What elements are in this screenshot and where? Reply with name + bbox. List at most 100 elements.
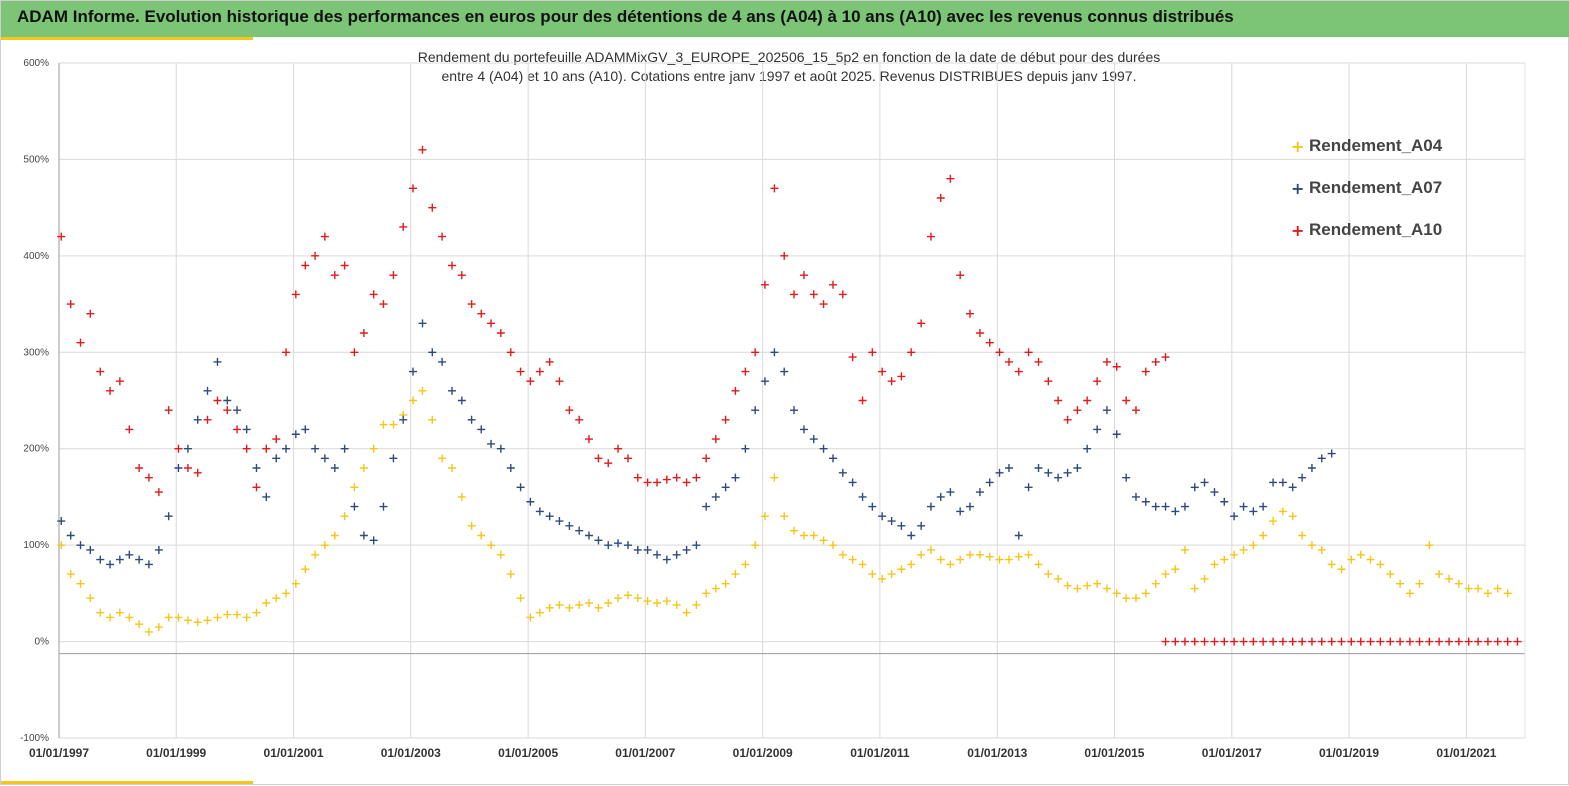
point-rendement_a07 bbox=[1171, 507, 1180, 516]
point-rendement_a10 bbox=[379, 300, 388, 309]
point-rendement_a04 bbox=[1474, 584, 1483, 593]
point-rendement_a10 bbox=[1366, 637, 1375, 646]
point-rendement_a04 bbox=[956, 555, 965, 564]
point-rendement_a07 bbox=[1073, 464, 1082, 472]
point-rendement_a04 bbox=[594, 603, 603, 612]
legend-item-a04: + Rendement_A04 bbox=[1291, 135, 1541, 177]
point-rendement_a04 bbox=[1376, 560, 1385, 569]
point-rendement_a07 bbox=[555, 517, 564, 526]
point-rendement_a07 bbox=[633, 545, 642, 554]
point-rendement_a10 bbox=[555, 377, 564, 386]
legend-label-a10: Rendement_A10 bbox=[1309, 220, 1443, 239]
point-rendement_a04 bbox=[1493, 584, 1502, 593]
point-rendement_a07 bbox=[1249, 507, 1258, 516]
point-rendement_a10 bbox=[985, 338, 994, 347]
point-rendement_a07 bbox=[848, 478, 857, 487]
point-rendement_a04 bbox=[1415, 579, 1424, 588]
point-rendement_a07 bbox=[1190, 483, 1199, 492]
point-rendement_a04 bbox=[633, 594, 642, 603]
header-banner: ADAM Informe. Evolution historique des p… bbox=[1, 1, 1569, 37]
point-rendement_a10 bbox=[760, 280, 769, 289]
point-rendement_a07 bbox=[711, 492, 720, 501]
point-rendement_a07 bbox=[389, 454, 398, 463]
point-rendement_a10 bbox=[1425, 637, 1434, 646]
legend-item-a07: + Rendement_A07 bbox=[1291, 177, 1541, 219]
point-rendement_a04 bbox=[614, 594, 623, 603]
point-rendement_a10 bbox=[96, 367, 105, 376]
point-rendement_a07 bbox=[516, 483, 525, 492]
point-rendement_a04 bbox=[262, 599, 271, 607]
point-rendement_a07 bbox=[1327, 449, 1336, 458]
point-rendement_a04 bbox=[672, 600, 681, 609]
x-tick-label: 01/01/2009 bbox=[733, 746, 793, 760]
point-rendement_a07 bbox=[291, 430, 300, 439]
point-rendement_a10 bbox=[868, 348, 877, 357]
point-rendement_a04 bbox=[1278, 507, 1287, 516]
point-rendement_a04 bbox=[359, 464, 368, 472]
point-rendement_a04 bbox=[829, 541, 838, 550]
point-rendement_a04 bbox=[751, 541, 760, 550]
point-rendement_a04 bbox=[809, 531, 818, 540]
point-rendement_a10 bbox=[623, 454, 632, 463]
point-rendement_a07 bbox=[448, 386, 457, 395]
point-rendement_a10 bbox=[829, 280, 838, 289]
y-axis-tick-labels: 600% 500% 400% 300% 200% 100% 0% -100% bbox=[20, 58, 49, 744]
legend-marker-a04: + bbox=[1291, 137, 1305, 156]
point-rendement_a07 bbox=[467, 415, 476, 424]
point-rendement_a07 bbox=[320, 454, 329, 463]
point-rendement_a10 bbox=[858, 396, 867, 405]
x-tick-label: 01/01/2011 bbox=[850, 746, 910, 760]
point-rendement_a04 bbox=[780, 512, 789, 521]
point-rendement_a10 bbox=[604, 459, 613, 468]
point-rendement_a10 bbox=[1161, 637, 1170, 646]
point-rendement_a10 bbox=[1269, 637, 1278, 646]
x-tick-label: 01/01/2015 bbox=[1084, 746, 1144, 760]
y-tick-label: -100% bbox=[20, 733, 49, 744]
point-rendement_a07 bbox=[858, 492, 867, 501]
point-rendement_a07 bbox=[604, 541, 613, 550]
point-rendement_a04 bbox=[193, 618, 202, 627]
point-rendement_a10 bbox=[369, 290, 378, 299]
point-rendement_a04 bbox=[1122, 594, 1131, 603]
point-rendement_a10 bbox=[751, 348, 760, 357]
point-rendement_a04 bbox=[1034, 560, 1043, 569]
point-rendement_a07 bbox=[1307, 464, 1316, 472]
point-rendement_a07 bbox=[838, 468, 847, 477]
point-rendement_a07 bbox=[86, 545, 95, 554]
point-rendement_a07 bbox=[1210, 488, 1219, 497]
point-rendement_a04 bbox=[203, 616, 212, 625]
point-rendement_a07 bbox=[487, 439, 496, 448]
point-rendement_a07 bbox=[1180, 502, 1189, 511]
point-rendement_a10 bbox=[692, 473, 701, 482]
point-rendement_a10 bbox=[907, 348, 916, 357]
point-rendement_a10 bbox=[1161, 353, 1170, 362]
point-rendement_a07 bbox=[106, 560, 115, 569]
point-rendement_a04 bbox=[1249, 541, 1258, 550]
point-rendement_a04 bbox=[1230, 550, 1239, 559]
point-rendement_a07 bbox=[282, 444, 291, 453]
point-rendement_a10 bbox=[897, 372, 906, 381]
point-rendement_a04 bbox=[985, 552, 994, 561]
chart-title-line1: Rendement du portefeuille ADAMMixGV_3_EU… bbox=[417, 49, 1161, 65]
point-rendement_a04 bbox=[330, 531, 339, 540]
point-rendement_a04 bbox=[1044, 570, 1053, 579]
point-rendement_a07 bbox=[1269, 478, 1278, 487]
point-rendement_a04 bbox=[57, 541, 66, 550]
point-rendement_a10 bbox=[193, 468, 202, 477]
point-rendement_a07 bbox=[1278, 478, 1287, 487]
point-rendement_a04 bbox=[115, 608, 124, 617]
point-rendement_a07 bbox=[741, 444, 750, 453]
point-rendement_a04 bbox=[711, 584, 720, 593]
x-tick-label: 01/01/1999 bbox=[146, 746, 206, 760]
point-rendement_a10 bbox=[291, 290, 300, 299]
point-rendement_a10 bbox=[506, 348, 515, 357]
point-rendement_a04 bbox=[457, 492, 466, 501]
point-rendement_a10 bbox=[878, 367, 887, 376]
point-rendement_a10 bbox=[467, 300, 476, 309]
legend-marker-a07: + bbox=[1291, 179, 1305, 198]
point-rendement_a04 bbox=[418, 386, 427, 395]
point-rendement_a10 bbox=[1503, 637, 1512, 646]
point-rendement_a04 bbox=[1337, 565, 1346, 574]
point-rendement_a04 bbox=[213, 613, 222, 622]
point-rendement_a10 bbox=[418, 145, 427, 154]
